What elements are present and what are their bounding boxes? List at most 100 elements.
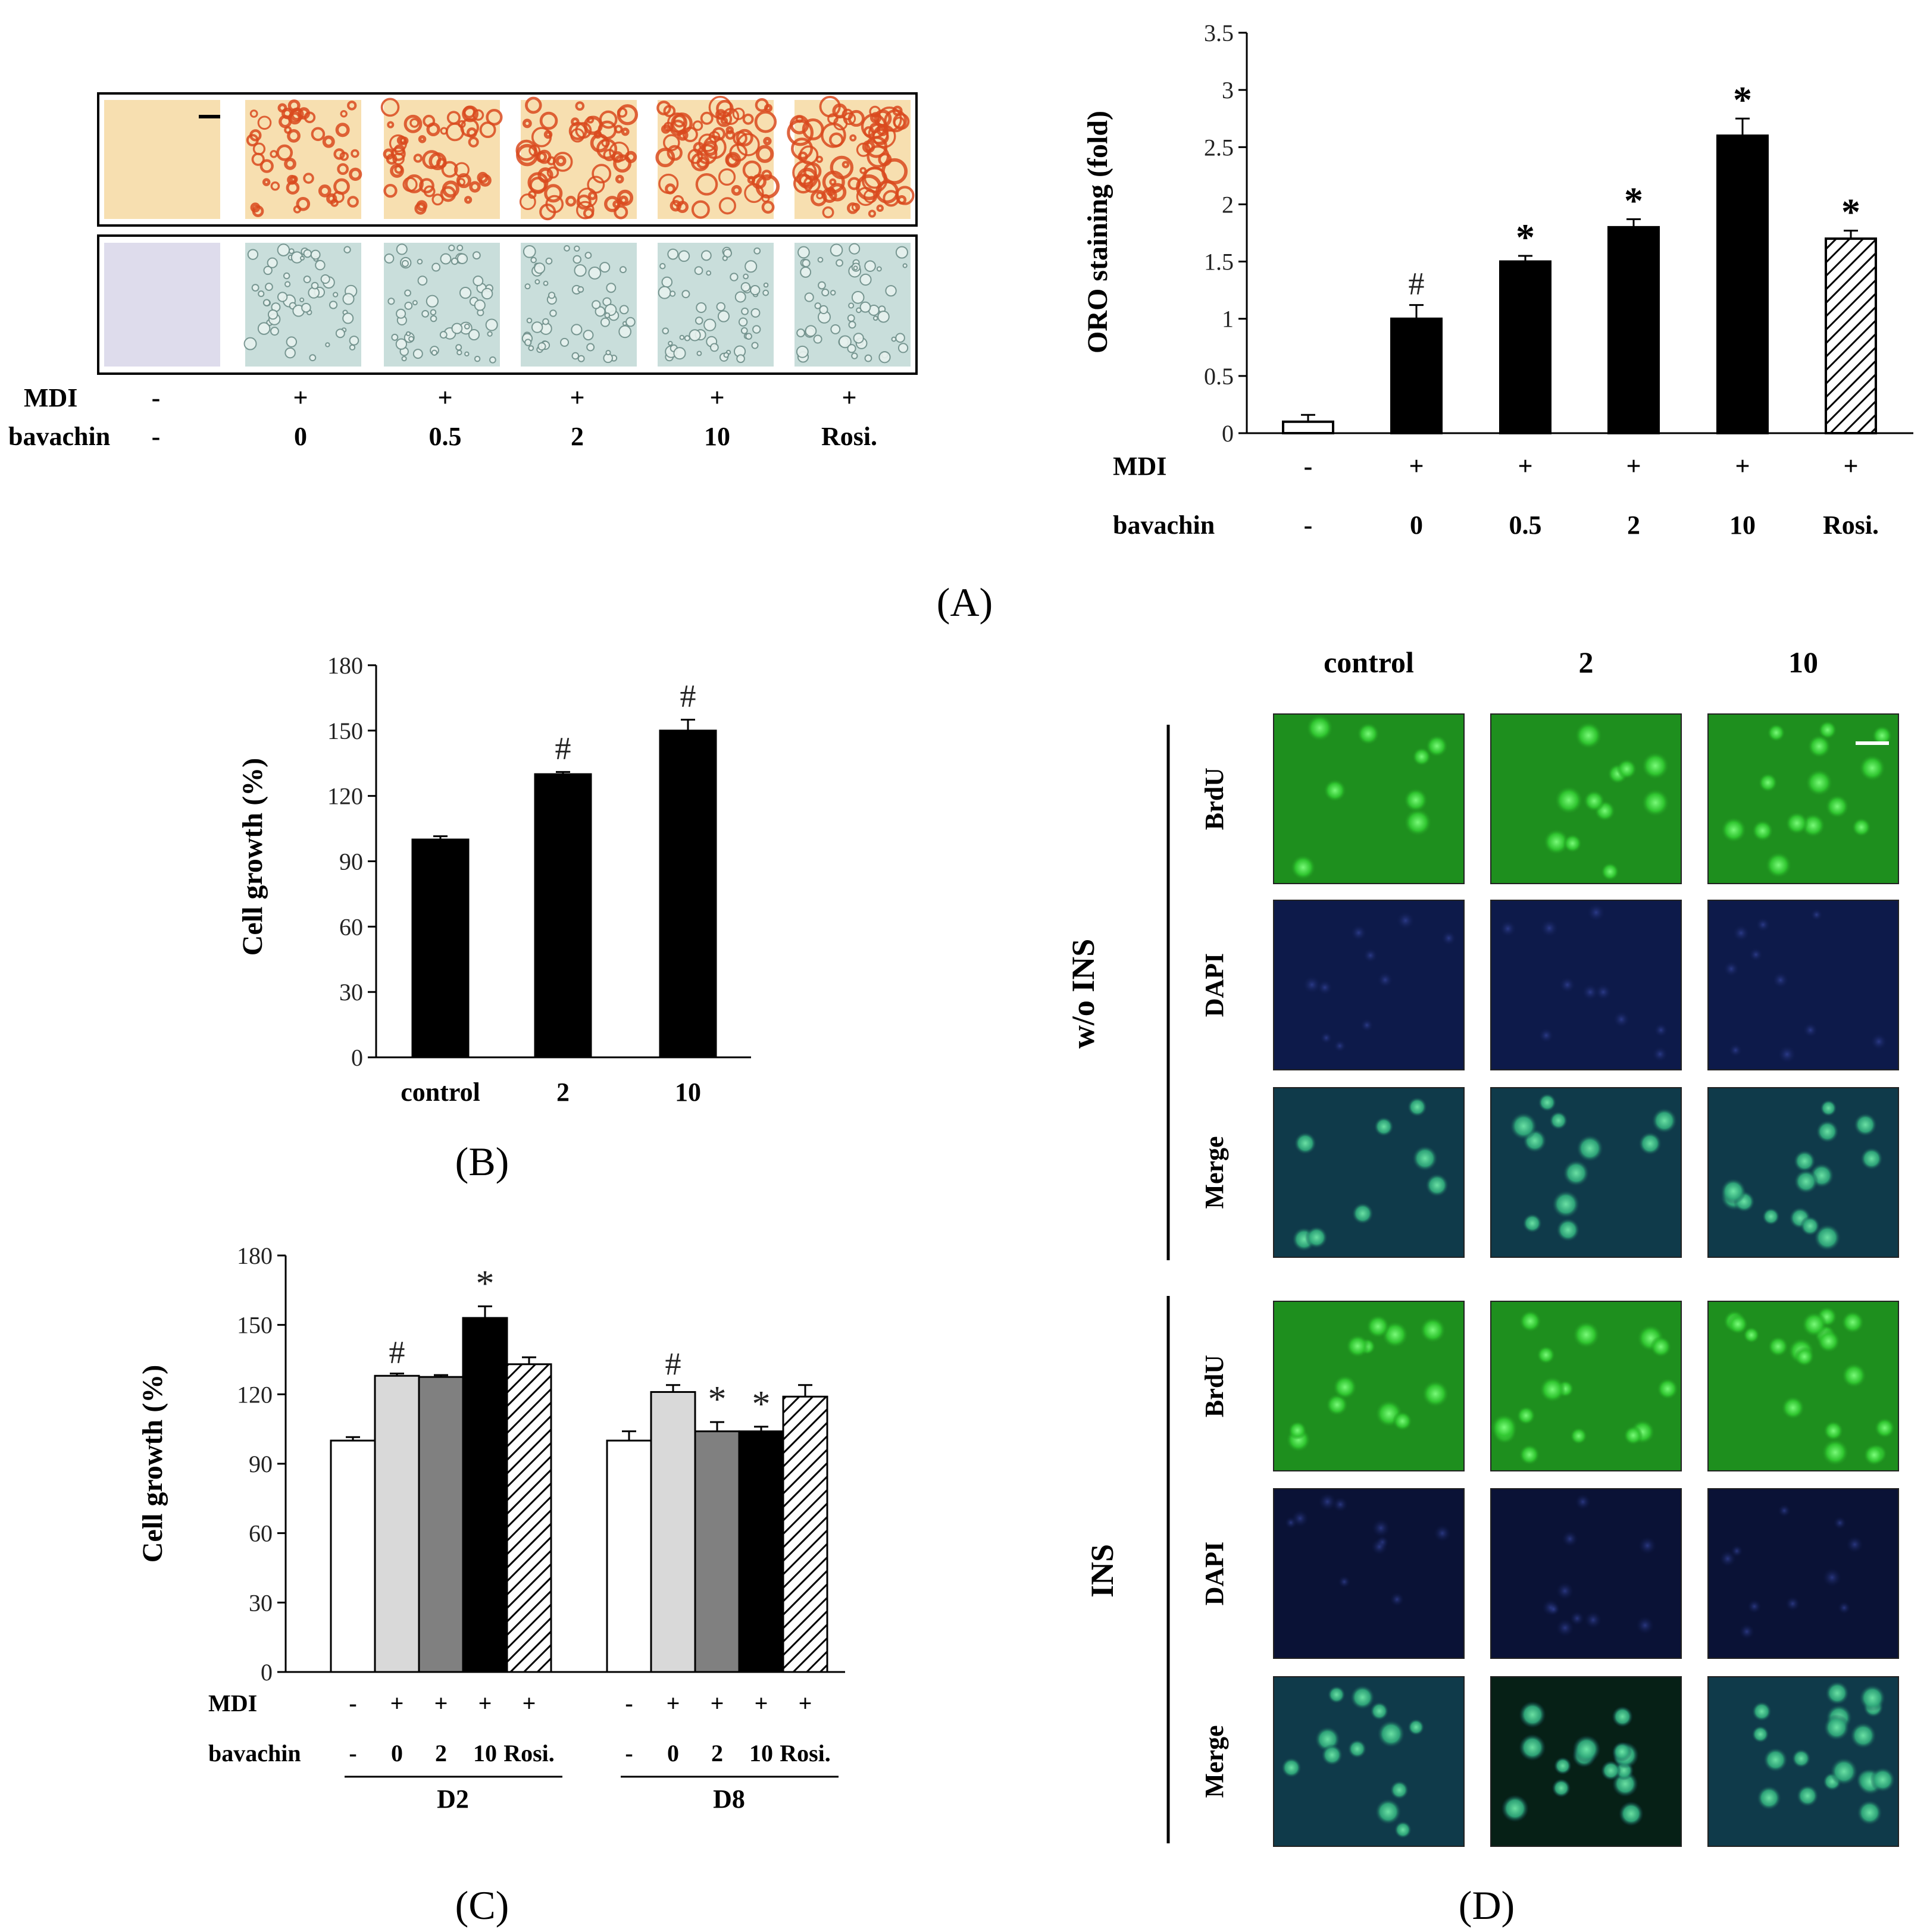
nucleus (1425, 1173, 1449, 1197)
cell-outline (606, 283, 617, 293)
lipid-droplet (575, 122, 592, 139)
y-tick-label: 150 (327, 718, 363, 744)
nucleus (1412, 1145, 1438, 1172)
cell-outline (405, 331, 411, 337)
cell-outline (524, 283, 531, 290)
lipid-droplet (614, 205, 628, 220)
bavachin-value: 10 (473, 1740, 497, 1767)
nucleus (1623, 1425, 1643, 1445)
cell-outline (805, 325, 817, 337)
cell-outline (814, 302, 821, 309)
lipid-droplet (897, 195, 907, 205)
nucleus (1758, 773, 1778, 793)
nucleus (1403, 788, 1428, 813)
lipid-droplet (464, 196, 473, 204)
lipid-droplet (763, 136, 772, 146)
nucleus (1872, 725, 1893, 746)
cell-outline (456, 245, 464, 251)
strip-bavachin-value: 0 (294, 422, 307, 451)
cell-outline (851, 352, 858, 359)
nucleus (1656, 1377, 1679, 1400)
nucleus (1519, 1734, 1546, 1761)
lipid-droplet (419, 178, 434, 194)
lipid-droplet (351, 149, 359, 158)
cell-outline (734, 291, 746, 303)
strip-mdi-value: + (437, 383, 452, 412)
significance-mark: # (555, 730, 571, 766)
nucleus (1316, 979, 1333, 995)
nucleus (1805, 769, 1833, 797)
nucleus (1768, 1336, 1789, 1357)
cell-outline (270, 327, 279, 336)
nucleus (1803, 1022, 1818, 1038)
nucleus (1721, 816, 1747, 843)
lipid-droplet (755, 145, 774, 163)
phase-tile (104, 243, 220, 367)
nucleus (1777, 1045, 1797, 1064)
nucleus (1748, 947, 1763, 962)
significance-mark: * (1624, 179, 1643, 221)
cell-outline (706, 270, 712, 276)
nucleus (1350, 924, 1367, 941)
lipid-droplet (391, 146, 406, 161)
cell-outline (391, 333, 399, 341)
lipid-droplet (287, 99, 301, 112)
nucleus (1407, 1718, 1425, 1736)
lipid-droplet (528, 145, 541, 156)
row-label: DAPI (1200, 953, 1229, 1017)
mdi-value: + (1626, 452, 1641, 481)
nucleus (1720, 1178, 1747, 1204)
bar (606, 1439, 652, 1673)
strip-mdi-value: + (570, 383, 584, 412)
nucleus (1581, 984, 1599, 1001)
lipid-droplet (249, 129, 262, 142)
bar (1607, 226, 1660, 434)
cell-outline (401, 356, 407, 362)
lipid-droplet (663, 105, 676, 118)
y-tick-label: 0 (351, 1044, 363, 1071)
cell-outline (408, 336, 414, 342)
bavachin-value: 2 (1627, 511, 1640, 540)
nucleus (1727, 1313, 1748, 1335)
nucleus (1305, 1226, 1328, 1249)
cell-outline (524, 339, 532, 346)
lipid-droplet (791, 137, 814, 160)
lipid-droplet (287, 174, 297, 185)
lipid-droplet (284, 126, 292, 134)
phase-strip-frame (97, 234, 918, 375)
lipid-droplet (612, 200, 621, 209)
nucleus (1412, 747, 1431, 766)
strip-mdi-value: + (842, 383, 856, 412)
mdi-value: + (478, 1690, 492, 1717)
cell-outline (604, 312, 611, 318)
nucleus (1519, 1444, 1540, 1466)
nucleus (1756, 1785, 1782, 1811)
mdi-value: + (799, 1690, 812, 1717)
panel-label-b: (B) (455, 1139, 509, 1184)
cell-outline (472, 251, 481, 260)
nucleus (1332, 1374, 1357, 1399)
cell-outline (752, 325, 761, 334)
fluorescence-tile (1273, 900, 1465, 1070)
nucleus (1425, 734, 1449, 757)
cell-outline (877, 311, 890, 323)
bar (462, 1317, 508, 1673)
nucleus (1390, 1592, 1405, 1607)
mdi-value: + (1518, 452, 1532, 481)
group-label: INS (1084, 1544, 1120, 1598)
cell-outline (796, 345, 809, 358)
mdi-value: + (390, 1690, 404, 1717)
lipid-droplet (712, 127, 726, 141)
nucleus (1821, 1438, 1849, 1466)
nucleus (1860, 1147, 1884, 1170)
bar (738, 1430, 784, 1673)
bavachin-value: - (349, 1740, 356, 1767)
lipid-droplet (544, 184, 563, 203)
lipid-droplet (718, 168, 736, 186)
y-tick-label: 120 (237, 1381, 273, 1408)
cell-outline (534, 262, 546, 274)
lipid-droplet (441, 161, 458, 178)
lipid-droplet (819, 96, 841, 118)
cell-outline (619, 266, 627, 274)
lipid-droplet (571, 117, 580, 126)
